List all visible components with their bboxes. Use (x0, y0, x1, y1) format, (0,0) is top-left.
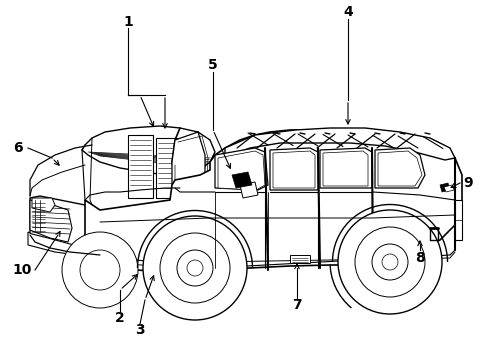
Polygon shape (273, 151, 315, 188)
Polygon shape (172, 132, 205, 192)
Polygon shape (270, 148, 318, 190)
Circle shape (177, 250, 213, 286)
Polygon shape (128, 135, 153, 198)
Polygon shape (444, 185, 454, 192)
Polygon shape (82, 126, 215, 175)
Text: 4: 4 (343, 5, 353, 19)
Text: 8: 8 (415, 251, 425, 265)
Polygon shape (232, 172, 252, 188)
Polygon shape (32, 198, 55, 212)
Text: 2: 2 (115, 311, 125, 325)
Circle shape (338, 210, 442, 314)
Polygon shape (30, 196, 108, 252)
Text: 7: 7 (292, 298, 302, 312)
Circle shape (187, 260, 203, 276)
Polygon shape (215, 148, 268, 190)
Text: 5: 5 (208, 58, 218, 72)
Circle shape (355, 227, 425, 297)
Polygon shape (323, 151, 368, 186)
Circle shape (62, 232, 138, 308)
Polygon shape (375, 148, 425, 188)
Polygon shape (218, 151, 265, 190)
Polygon shape (290, 255, 310, 263)
Polygon shape (240, 182, 258, 198)
Circle shape (160, 233, 230, 303)
Polygon shape (30, 200, 72, 242)
Polygon shape (156, 138, 178, 198)
Circle shape (143, 216, 247, 320)
Polygon shape (320, 148, 372, 188)
Circle shape (80, 250, 120, 290)
Text: 1: 1 (123, 15, 133, 29)
Text: 10: 10 (12, 263, 32, 277)
Circle shape (372, 244, 408, 280)
Polygon shape (85, 130, 462, 272)
Polygon shape (28, 232, 90, 256)
Polygon shape (440, 183, 450, 192)
Polygon shape (455, 200, 462, 240)
Text: 3: 3 (135, 323, 145, 337)
Text: 9: 9 (463, 176, 473, 190)
Polygon shape (225, 128, 455, 160)
Polygon shape (378, 151, 422, 186)
Text: 6: 6 (13, 141, 23, 155)
Circle shape (382, 254, 398, 270)
